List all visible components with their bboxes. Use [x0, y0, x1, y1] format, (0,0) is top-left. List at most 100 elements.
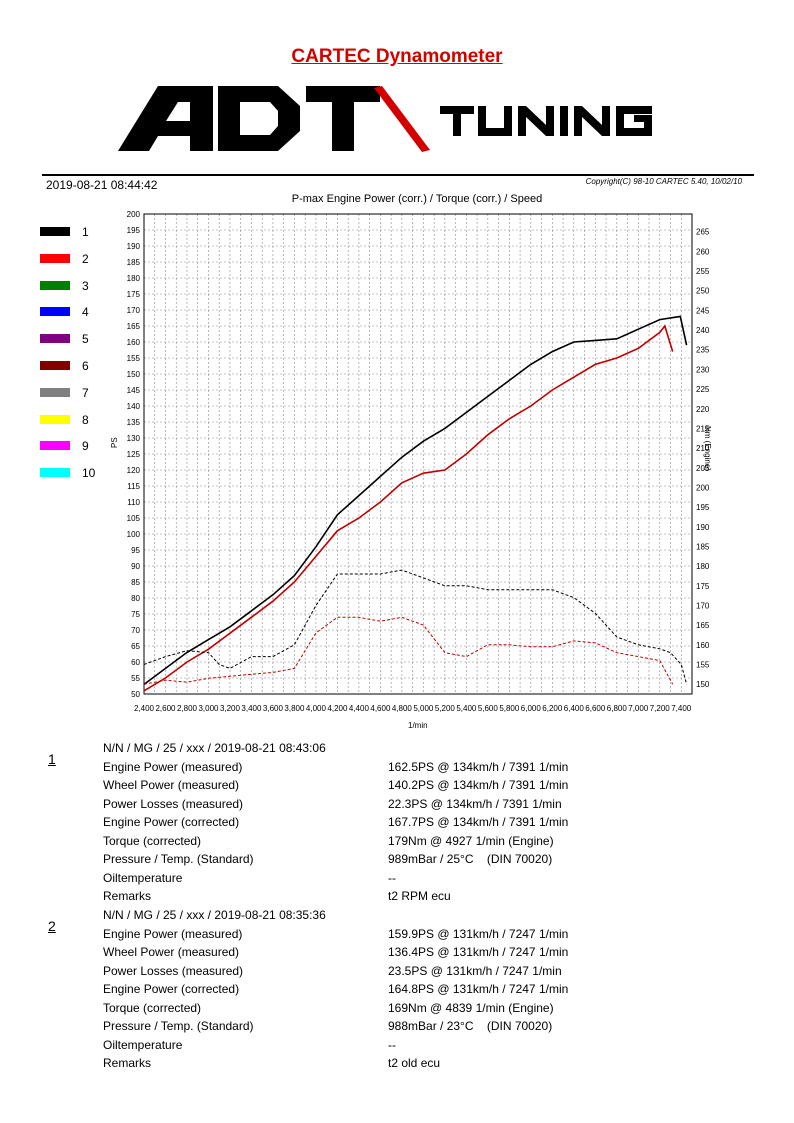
x-tick-label: 6,000 [521, 704, 542, 713]
result-value: 167.7PS @ 134km/h / 7391 1/min [388, 815, 569, 829]
result-label: Oiltemperature [103, 1037, 183, 1052]
legend-swatch [40, 414, 70, 424]
result-value: 23.5PS @ 131km/h / 7247 1/min [388, 963, 562, 978]
y-tick-label-right: 165 [696, 621, 710, 630]
result-value: -- [388, 1037, 396, 1052]
result-label: Engine Power (measured) [103, 926, 243, 941]
series-1-torque-line [143, 569, 688, 685]
result-label: Engine Power (measured) [103, 759, 243, 774]
x-tick-label: 7,200 [650, 704, 671, 713]
x-tick-label: 5,600 [478, 704, 499, 713]
result-value: 162.5PS @ 134km/h / 7391 1/min [388, 759, 569, 774]
y-tick-label-right: 205 [696, 464, 710, 473]
legend-swatch [40, 441, 70, 451]
x-tick-label: 3,400 [241, 704, 262, 713]
y-tick-label-right: 150 [696, 680, 710, 689]
x-tick-label: 4,000 [306, 704, 327, 713]
y-tick-label-right: 240 [696, 326, 710, 335]
result-label: Remarks [103, 889, 152, 903]
y-tick-label-right: 180 [696, 562, 710, 571]
result-label: Wheel Power (measured) [103, 778, 240, 792]
y-tick-label-left: 185 [127, 258, 141, 267]
y-tick-label-left: 135 [127, 418, 141, 427]
y-tick-label-left: 50 [131, 690, 140, 699]
result-value: 988mBar / 23°C (DIN 70020) [388, 1019, 553, 1033]
result-value: 169Nm @ 4839 1/min (Engine) [388, 1000, 554, 1015]
result-label: Wheel Power (measured) [103, 945, 240, 959]
legend-label: 3 [82, 278, 89, 293]
y-tick-label-right: 255 [696, 267, 710, 276]
y-tick-label-right: 250 [696, 287, 710, 296]
y-tick-label-right: 245 [696, 306, 710, 315]
legend-label: 4 [82, 305, 89, 320]
y-tick-label-left: 130 [127, 434, 141, 443]
y-tick-label-right: 215 [696, 424, 710, 433]
y-tick-label-left: 85 [131, 578, 140, 587]
x-tick-label: 4,800 [392, 704, 413, 713]
y-tick-label-left: 155 [127, 354, 141, 363]
y-tick-label-right: 235 [696, 346, 710, 355]
plot-frame [143, 213, 693, 695]
y-tick-label-left: 145 [127, 386, 141, 395]
run-header: N/N / MG / 25 / xxx / 2019-08-21 08:35:3… [103, 908, 326, 922]
result-value: -- [388, 870, 396, 885]
y-tick-label-left: 195 [127, 226, 141, 235]
result-label: Pressure / Temp. (Standard) [103, 1019, 254, 1033]
y-tick-label-left: 70 [131, 626, 140, 635]
x-tick-label: 2,600 [155, 704, 176, 713]
x-tick-label: 6,200 [542, 704, 563, 713]
run-number: 2 [48, 918, 56, 934]
y-tick-label-left: 180 [127, 274, 141, 283]
legend-label: 6 [82, 358, 89, 373]
y-tick-label-right: 230 [696, 365, 710, 374]
y-tick-label-right: 265 [696, 228, 710, 237]
y-tick-label-right: 220 [696, 405, 710, 414]
y-tick-label-right: 185 [696, 542, 710, 551]
y-tick-label-right: 260 [696, 247, 710, 256]
legend-swatch [40, 307, 70, 317]
result-value: 159.9PS @ 131km/h / 7247 1/min [388, 926, 569, 941]
legend-swatch [40, 280, 70, 290]
y-tick-label-left: 190 [127, 242, 141, 251]
y-tick-label-right: 210 [696, 444, 710, 453]
y-tick-label-left: 80 [131, 594, 140, 603]
y-tick-label-left: 120 [127, 466, 141, 475]
legend-swatch [40, 387, 70, 397]
y-tick-label-left: 200 [127, 210, 141, 219]
y-tick-label-right: 190 [696, 523, 710, 532]
legend-swatch [40, 468, 70, 478]
x-tick-label: 6,400 [564, 704, 585, 713]
x-tick-label: 7,000 [628, 704, 649, 713]
run-number: 1 [48, 751, 56, 767]
y-tick-label-right: 195 [696, 503, 710, 512]
y-tick-label-left: 125 [127, 450, 141, 459]
legend-swatch [40, 253, 70, 263]
result-value: 22.3PS @ 134km/h / 7391 1/min [388, 796, 562, 811]
x-tick-label: 5,000 [413, 704, 434, 713]
result-label: Power Losses (measured) [103, 796, 244, 811]
y-tick-label-left: 100 [127, 530, 141, 539]
x-tick-label: 5,200 [435, 704, 456, 713]
result-value: 989mBar / 25°C (DIN 70020) [388, 852, 553, 866]
series-2-torque-line [143, 616, 674, 685]
y-tick-label-left: 55 [131, 674, 140, 683]
y-tick-label-right: 160 [696, 641, 710, 650]
y-tick-label-left: 140 [127, 402, 141, 411]
result-value: 140.2PS @ 134km/h / 7391 1/min [388, 778, 569, 792]
legend-label: 2 [82, 251, 89, 266]
result-value: t2 RPM ecu [388, 889, 451, 903]
x-tick-label: 7,400 [671, 704, 692, 713]
y-tick-label-right: 225 [696, 385, 710, 394]
legend-swatch [40, 360, 70, 370]
y-tick-label-left: 115 [127, 482, 140, 491]
legend-swatch [40, 334, 70, 344]
copyright-notice: Copyright(C) 98-10 CARTEC 5.40, 10/02/10 [585, 177, 742, 186]
result-label: Oiltemperature [103, 870, 183, 885]
x-tick-label: 4,200 [327, 704, 348, 713]
legend-label: 1 [82, 225, 89, 239]
result-label: Remarks [103, 1056, 152, 1070]
legend-label: 5 [82, 332, 89, 347]
run-header: N/N / MG / 25 / xxx / 2019-08-21 08:43:0… [103, 741, 326, 755]
y-tick-label-left: 165 [127, 322, 141, 331]
result-label: Torque (corrected) [103, 1000, 202, 1015]
